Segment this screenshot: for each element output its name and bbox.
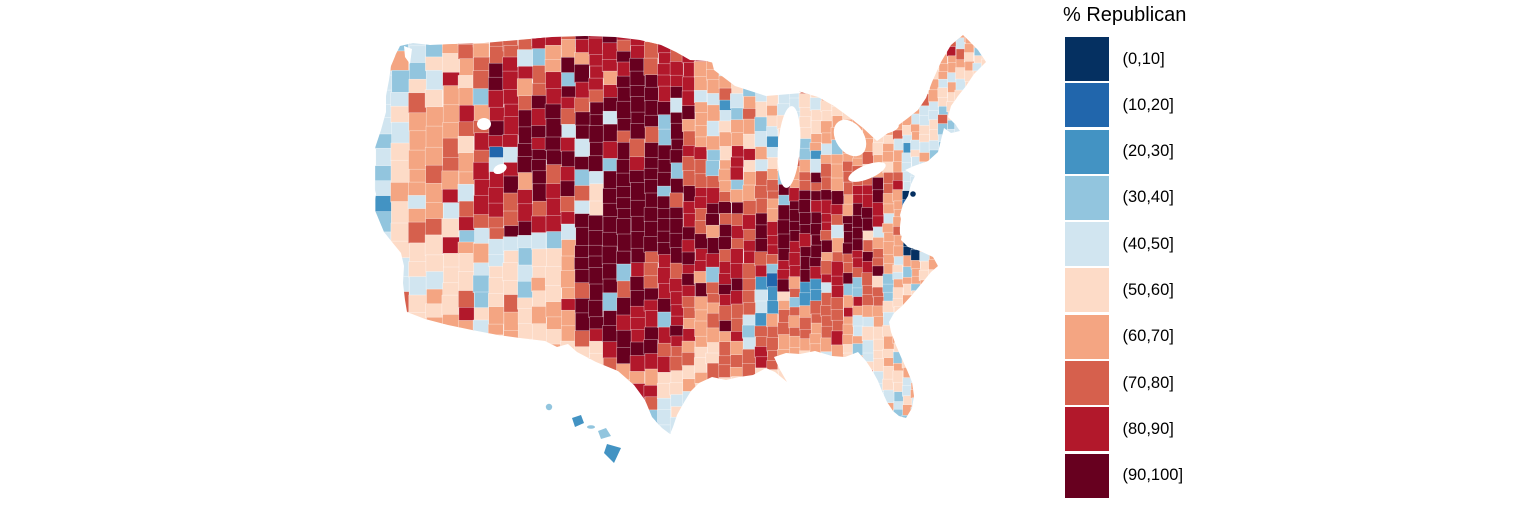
legend-title: % Republican xyxy=(1063,4,1187,26)
legend-swatch xyxy=(1065,175,1109,220)
hawaii-islands xyxy=(545,403,621,463)
legend-entry: (0,10] xyxy=(1065,37,1183,81)
legend-swatch xyxy=(1065,314,1109,359)
legend-label: (40,50] xyxy=(1122,234,1174,253)
great-lakes-and-bays xyxy=(404,46,907,236)
legend-swatch xyxy=(1065,83,1109,128)
legend-label: (30,40] xyxy=(1122,188,1174,207)
legend-label: (70,80] xyxy=(1122,373,1174,392)
legend-label: (0,10] xyxy=(1122,49,1165,68)
legend-swatch xyxy=(1065,407,1109,452)
kauai-island xyxy=(545,403,553,411)
legend-swatch xyxy=(1065,222,1109,267)
legend-entry: (10,20] xyxy=(1065,83,1183,128)
legend-entry: (20,30] xyxy=(1065,129,1183,174)
legend-label: (20,30] xyxy=(1122,142,1174,161)
legend-label: (10,20] xyxy=(1122,95,1174,114)
lake-erie xyxy=(848,162,886,182)
legend-label: (60,70] xyxy=(1122,327,1174,346)
legend-entry: (80,90] xyxy=(1065,407,1183,452)
lake-ontario xyxy=(873,121,899,135)
yellowstone-gap xyxy=(477,118,491,130)
oahu-island xyxy=(572,415,584,427)
lake-huron xyxy=(833,119,867,157)
legend-entry: (60,70] xyxy=(1065,314,1183,359)
legend-label: (50,60] xyxy=(1122,280,1174,299)
legend-swatch xyxy=(1065,268,1109,313)
legend-entry: (30,40] xyxy=(1065,175,1183,220)
puget-sound xyxy=(404,46,412,64)
legend: (0,10] (10,20] (20,30] (30,40] (40,50] (50,60… xyxy=(1065,37,1183,500)
legend-swatch xyxy=(1065,453,1109,498)
legend-swatch xyxy=(1065,37,1109,81)
legend-swatch xyxy=(1065,129,1109,174)
legend-label: (80,90] xyxy=(1122,419,1174,438)
maui-island xyxy=(598,428,611,439)
chesapeake-bay xyxy=(899,208,907,236)
legend-entry: (40,50] xyxy=(1065,222,1183,267)
hawaii-big-island xyxy=(604,444,621,463)
legend-entry: (50,60] xyxy=(1065,268,1183,313)
legend-swatch xyxy=(1065,361,1109,406)
molokai-island xyxy=(587,425,595,429)
legend-entry: (90,100] xyxy=(1065,453,1184,498)
legend-label: (90,100] xyxy=(1122,466,1184,485)
great-salt-lake xyxy=(493,163,507,175)
legend-entry: (70,80] xyxy=(1065,361,1183,406)
us-county-mosaic xyxy=(374,35,986,434)
lake-michigan xyxy=(777,106,801,188)
lake-superior xyxy=(712,62,802,96)
district-of-columbia-county xyxy=(910,191,916,197)
